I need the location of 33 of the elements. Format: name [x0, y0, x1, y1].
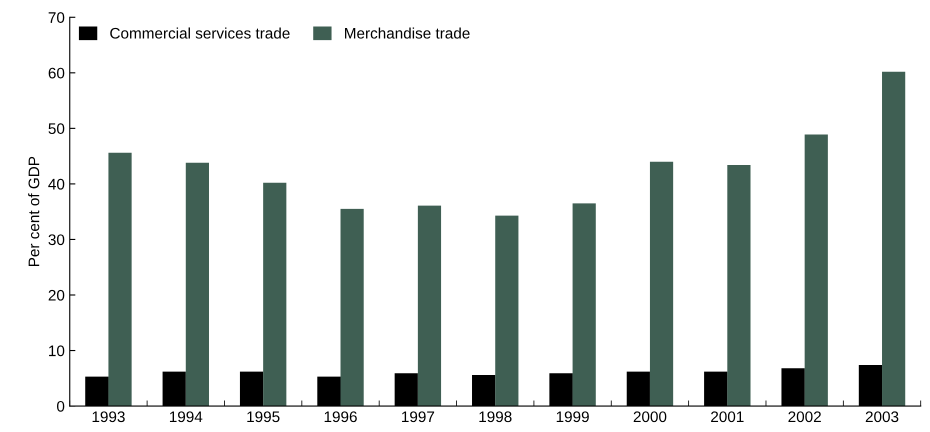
y-tick-label: 0 — [56, 400, 64, 412]
x-tick-label: 1997 — [402, 411, 434, 422]
bar — [727, 165, 751, 406]
y-tick-label: 40 — [48, 178, 64, 190]
x-tick-label: 2000 — [634, 411, 666, 422]
bar — [108, 152, 132, 406]
bar — [418, 206, 442, 406]
x-tick-label: 1995 — [247, 411, 280, 422]
bar — [186, 162, 209, 406]
x-tick-label: 2003 — [866, 411, 898, 422]
y-tick-label: 50 — [48, 123, 64, 134]
legend-label: Merchandise trade — [345, 27, 470, 39]
bar — [650, 162, 674, 406]
bar — [804, 134, 828, 406]
bar — [263, 182, 286, 406]
x-tick-label: 1994 — [170, 411, 202, 422]
bar — [572, 203, 596, 406]
bar — [495, 216, 518, 406]
x-tick-label: 1998 — [479, 411, 512, 422]
legend-label: Commercial services trade — [110, 27, 290, 39]
x-tick-label: 1996 — [324, 411, 357, 422]
bar — [882, 72, 906, 406]
y-tick-label: 70 — [48, 12, 64, 23]
y-axis-title: Per cent of GDP — [28, 156, 40, 266]
x-tick-label: 2001 — [711, 411, 744, 422]
y-tick-label: 10 — [49, 345, 64, 356]
y-tick-label: 20 — [48, 290, 64, 301]
x-tick-label: 2002 — [788, 411, 821, 422]
x-tick-label: 1993 — [92, 411, 125, 422]
x-tick-label: 1999 — [556, 411, 589, 422]
y-tick-label: 30 — [48, 234, 64, 246]
y-tick-label: 60 — [48, 68, 64, 79]
bar — [340, 208, 364, 406]
